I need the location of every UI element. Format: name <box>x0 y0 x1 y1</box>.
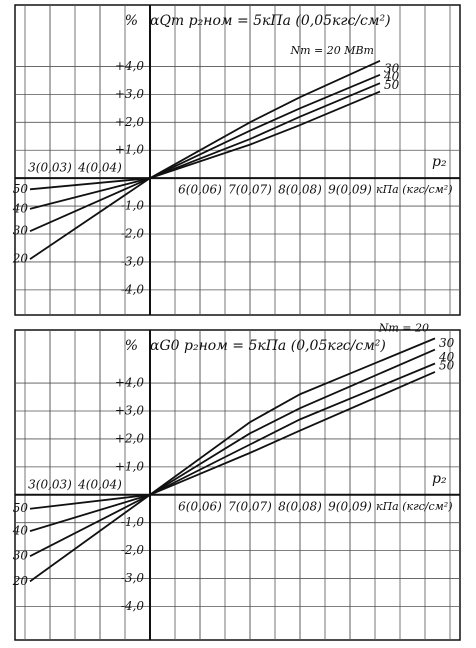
chart-title: αG0 p₂ном = 5кПа (0,05кгс/см²) <box>150 338 386 354</box>
y-tick-label: -1,0 <box>121 515 145 529</box>
y-axis-label: % <box>125 338 138 354</box>
series-label: 30 <box>13 224 29 238</box>
x-tick-label: 8(0,08) <box>278 499 322 513</box>
y-tick-label: -2,0 <box>121 543 145 557</box>
series-label: 50 <box>439 358 455 372</box>
y-tick-label: -3,0 <box>121 254 145 268</box>
series-line <box>29 348 436 558</box>
frame <box>14 329 461 641</box>
y-tick-label: -1,0 <box>121 199 145 213</box>
y-tick-label: +1,0 <box>115 459 145 473</box>
series-line <box>29 73 381 233</box>
y-tick-label: +3,0 <box>115 403 145 417</box>
y-tick-label: +2,0 <box>115 431 145 445</box>
annotation: Nт = 20 МВт <box>289 44 374 57</box>
series-line <box>29 90 381 191</box>
x-unit: кПа (кгс/см²) <box>376 183 452 196</box>
x-axis-label: p₂ <box>432 471 447 487</box>
x-tick-label: 9(0,09) <box>328 183 372 197</box>
series-line <box>29 371 436 510</box>
series-label: 40 <box>12 524 29 538</box>
y-tick-label: -4,0 <box>121 599 145 613</box>
x-axis-label: p₂ <box>432 154 447 170</box>
x-tick-label: 4(0,04) <box>77 477 122 491</box>
series-label: 30 <box>439 336 455 350</box>
series-label: 30 <box>384 61 400 75</box>
x-tick-label: 7(0,07) <box>228 499 272 513</box>
y-tick-label: +4,0 <box>115 59 145 73</box>
x-tick-label: 6(0,06) <box>178 183 222 197</box>
series-label: 40 <box>12 201 29 215</box>
series-label: 20 <box>12 574 29 588</box>
y-tick-label: -2,0 <box>121 227 145 241</box>
y-axis-label: % <box>125 13 138 29</box>
frame <box>14 4 461 316</box>
series-label: 50 <box>384 78 400 92</box>
series-line <box>29 362 436 532</box>
y-tick-label: +3,0 <box>115 87 145 101</box>
x-unit: кПа (кгс/см²) <box>376 500 452 513</box>
y-tick-label: +4,0 <box>115 376 145 390</box>
series-line <box>29 82 381 210</box>
x-tick-label: 9(0,09) <box>328 499 372 513</box>
chart-title: αQт p₂ном = 5кПа (0,05кгс/см²) <box>150 13 391 29</box>
series-label: 40 <box>438 350 455 364</box>
x-tick-label: 3(0,03) <box>28 161 72 175</box>
series-label: 40 <box>383 70 400 84</box>
series-label: 20 <box>12 252 29 266</box>
x-tick-label: 8(0,08) <box>278 183 322 197</box>
x-tick-label: 6(0,06) <box>178 499 222 513</box>
x-tick-label: 3(0,03) <box>28 477 72 491</box>
annotation: Nт = 20 <box>378 321 429 334</box>
series-label: 50 <box>13 501 29 515</box>
x-tick-label: 7(0,07) <box>228 183 272 197</box>
x-tick-label: 4(0,04) <box>77 161 122 175</box>
series-line <box>29 60 381 260</box>
series-label: 30 <box>13 549 29 563</box>
y-tick-label: -4,0 <box>121 282 145 296</box>
series-line <box>29 337 436 583</box>
series-label: 50 <box>13 182 29 196</box>
y-tick-label: -3,0 <box>121 571 145 585</box>
y-tick-label: +2,0 <box>115 115 145 129</box>
y-tick-label: +1,0 <box>115 143 145 157</box>
